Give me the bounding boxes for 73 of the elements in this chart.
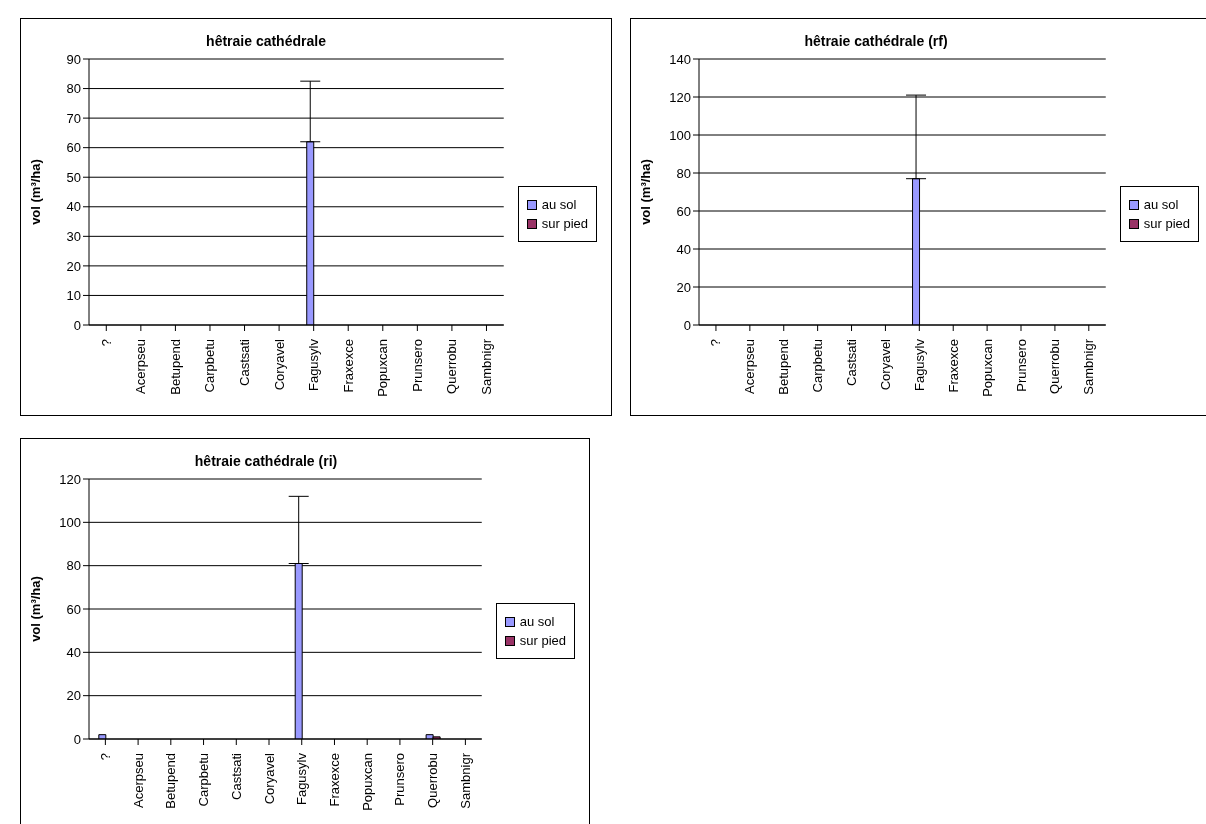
- x-tick-label: Acerpseu: [742, 339, 758, 394]
- x-tick-label: Fagusylv: [306, 338, 322, 392]
- x-tick-label: Coryavel: [877, 338, 893, 391]
- y-axis-title: vol (m³/ha): [637, 159, 653, 225]
- legend-label: au sol: [1143, 197, 1179, 212]
- y-tick-label: 40: [66, 199, 81, 215]
- y-tick-label: 60: [66, 601, 81, 617]
- x-tick-label: Fraxexce: [326, 753, 342, 807]
- x-tick-label: Querrobu: [425, 753, 441, 808]
- x-tick-label: Castsati: [844, 338, 860, 386]
- y-tick-label: 80: [676, 165, 691, 181]
- y-tick-label: 100: [669, 127, 691, 143]
- x-tick-label: Betupend: [163, 753, 179, 809]
- x-tick-label: Acerpseu: [130, 753, 146, 808]
- x-tick-label: Fagusylv: [294, 752, 310, 806]
- legend-label: sur pied: [541, 216, 588, 231]
- y-tick-label: 30: [66, 228, 81, 244]
- x-tick-label: Sambnigr: [478, 338, 494, 395]
- y-axis-title: vol (m³/ha): [27, 159, 43, 225]
- x-tick-label: Popuxcan: [359, 753, 375, 811]
- chart-title: hêtraie cathédrale (ri): [193, 453, 339, 469]
- y-tick-label: 0: [73, 317, 81, 333]
- y-tick-label: 40: [66, 644, 81, 660]
- legend-label: au sol: [541, 197, 577, 212]
- y-tick-label: 20: [676, 279, 691, 295]
- x-tick-label: Prunsero: [1013, 339, 1029, 392]
- x-tick-label: Popuxcan: [979, 339, 995, 397]
- y-tick-label: 60: [676, 203, 691, 219]
- x-tick-label: Castsati: [237, 338, 253, 386]
- x-tick-label: Coryavel: [271, 338, 287, 391]
- x-tick-label: ?: [98, 339, 114, 347]
- x-tick-label: Fraxexce: [340, 339, 356, 393]
- y-tick-label: 80: [66, 558, 81, 574]
- y-tick-label: 20: [66, 688, 81, 704]
- legend-label: sur pied: [1143, 216, 1190, 231]
- chart-title: hêtraie cathédrale (rf): [803, 33, 949, 49]
- y-tick-label: 70: [66, 110, 81, 126]
- x-tick-label: Sambnigr: [457, 752, 473, 809]
- legend-label: au sol: [519, 614, 555, 629]
- x-tick-label: Castsati: [228, 752, 244, 800]
- x-tick-label: Carpbetu: [202, 339, 218, 393]
- x-tick-label: Fraxexce: [945, 339, 961, 393]
- x-tick-label: Querrobu: [1047, 339, 1063, 394]
- y-tick-label: 10: [66, 288, 81, 304]
- x-tick-label: Acerpseu: [133, 339, 149, 394]
- y-tick-label: 0: [73, 731, 81, 747]
- y-tick-label: 40: [676, 241, 691, 257]
- x-tick-label: Fagusylv: [911, 338, 927, 392]
- y-tick-label: 0: [683, 317, 691, 333]
- x-tick-label: Popuxcan: [375, 339, 391, 397]
- y-tick-label: 80: [66, 81, 81, 97]
- x-tick-label: Prunsero: [409, 339, 425, 392]
- x-tick-label: Sambnigr: [1081, 338, 1097, 395]
- y-tick-label: 50: [66, 169, 81, 185]
- x-tick-label: Betupend: [167, 339, 183, 395]
- x-tick-label: Betupend: [776, 339, 792, 395]
- legend-label: sur pied: [519, 633, 566, 648]
- y-tick-label: 20: [66, 258, 81, 274]
- x-tick-label: Coryavel: [261, 752, 277, 805]
- y-tick-label: 90: [66, 51, 81, 67]
- x-tick-label: ?: [97, 753, 113, 761]
- x-tick-label: Querrobu: [444, 339, 460, 394]
- y-tick-label: 120: [59, 471, 81, 487]
- chart-title: hêtraie cathédrale: [205, 33, 327, 49]
- y-tick-label: 120: [669, 89, 691, 105]
- y-tick-label: 100: [59, 514, 81, 530]
- y-tick-label: 140: [669, 51, 691, 67]
- y-tick-label: 60: [66, 140, 81, 156]
- x-tick-label: ?: [708, 339, 724, 347]
- x-tick-label: Carpbetu: [810, 339, 826, 393]
- y-axis-title: vol (m³/ha): [27, 576, 43, 642]
- x-tick-label: Prunsero: [392, 753, 408, 806]
- x-tick-label: Carpbetu: [196, 753, 212, 807]
